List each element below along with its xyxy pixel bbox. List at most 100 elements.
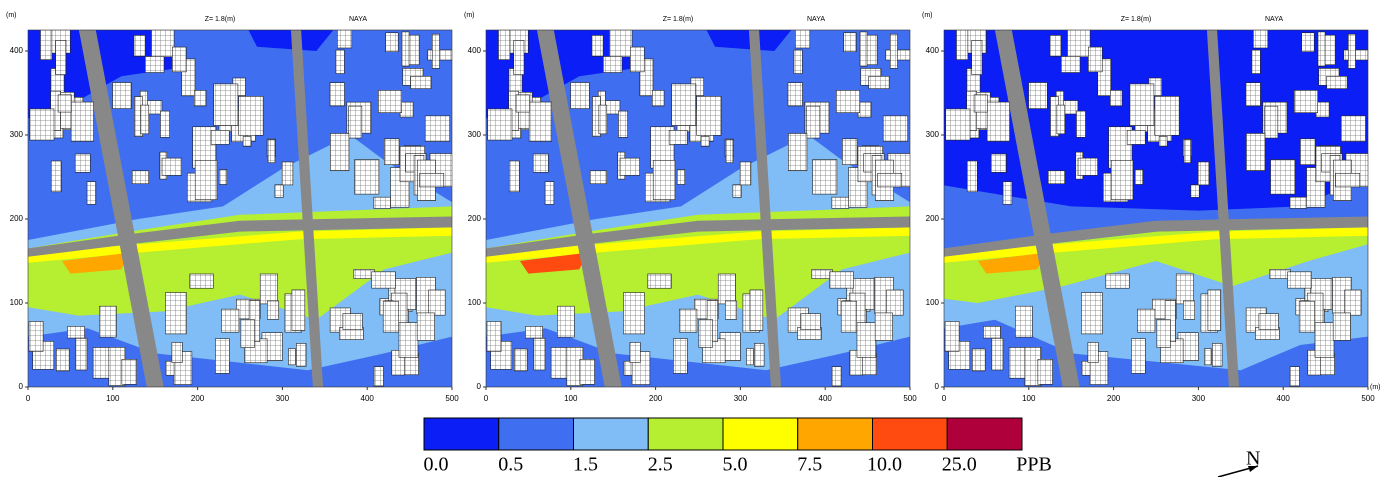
building [858,102,871,117]
building [599,105,607,134]
building [1176,274,1193,304]
building [813,160,837,194]
building [1344,50,1368,60]
building [296,343,306,366]
x-tick-label: 0 [26,394,31,403]
colorbar-label: 0.0 [424,454,449,476]
x-tick-label: 100 [106,394,120,403]
building [132,171,148,184]
building [75,154,90,172]
building [99,306,116,337]
building [488,109,512,140]
building [1135,170,1143,185]
building [374,197,391,208]
building [794,50,802,74]
building [1159,136,1167,146]
building [1061,57,1080,73]
colorbar-box [499,418,574,450]
building [1315,323,1334,358]
building [836,90,859,112]
building [514,40,524,74]
building [243,136,251,146]
x-tick-label: 400 [819,394,833,403]
building [795,29,809,48]
y-tick-label: 200 [468,214,482,223]
building [268,140,275,163]
building [801,314,821,330]
figure: N 01002003004000100200300400500(m)Z= 1.8… [0,0,1389,477]
building [487,321,501,351]
building [725,301,736,319]
building [239,96,264,135]
building [1183,301,1194,319]
building [214,84,238,126]
building [219,170,227,185]
building [509,161,519,192]
y-tick-label: 100 [468,298,482,307]
building [172,47,186,72]
building [1137,309,1154,332]
building [1050,35,1061,56]
building [1198,162,1209,185]
building [630,342,640,362]
x-tick-label: 500 [903,394,917,403]
y-tick-label: 300 [468,130,482,139]
building [603,57,622,73]
building [883,116,907,142]
panel-label: NAYA [349,16,367,23]
building [1048,171,1064,184]
panel: 01002003004000100200300400500(m)Z= 1.8(m… [464,12,917,403]
building [571,83,590,109]
building [374,367,383,386]
colorbar-box [947,418,1022,450]
building [972,40,982,74]
building [844,33,857,52]
building [992,338,1003,370]
building [1327,76,1347,88]
building [1038,359,1053,384]
building [30,109,54,140]
building [1316,102,1329,117]
building [378,90,401,112]
panel-label: NAYA [807,16,825,23]
panel-title: Z= 1.8(m) [205,16,236,23]
building [697,96,722,135]
building [1290,197,1307,208]
building [330,133,349,170]
building [652,90,664,106]
y-unit: (m) [464,12,475,19]
colorbar-box [798,418,873,450]
building [623,293,644,334]
building [1078,158,1098,175]
x-tick-label: 500 [1361,394,1375,403]
building [733,185,741,198]
building [679,309,696,332]
building [1127,130,1145,144]
building [354,269,374,278]
building [211,130,229,144]
building [718,274,735,304]
y-tick-label: 0 [19,382,24,391]
building [750,290,763,331]
building [1252,50,1260,74]
building [275,185,283,198]
building [701,136,709,146]
building [190,274,213,288]
building [807,106,820,138]
building [987,102,1009,141]
building [860,32,867,66]
building [343,314,363,330]
x-tick-label: 0 [942,394,947,403]
building [1111,160,1133,199]
building [1155,96,1180,135]
building [56,349,69,371]
building [890,34,897,68]
building [67,326,84,338]
building [1270,269,1290,278]
building [267,301,278,319]
map [944,16,1369,387]
building [417,313,434,341]
building [830,272,854,288]
building [630,47,644,72]
y-tick-label: 200 [10,214,24,223]
